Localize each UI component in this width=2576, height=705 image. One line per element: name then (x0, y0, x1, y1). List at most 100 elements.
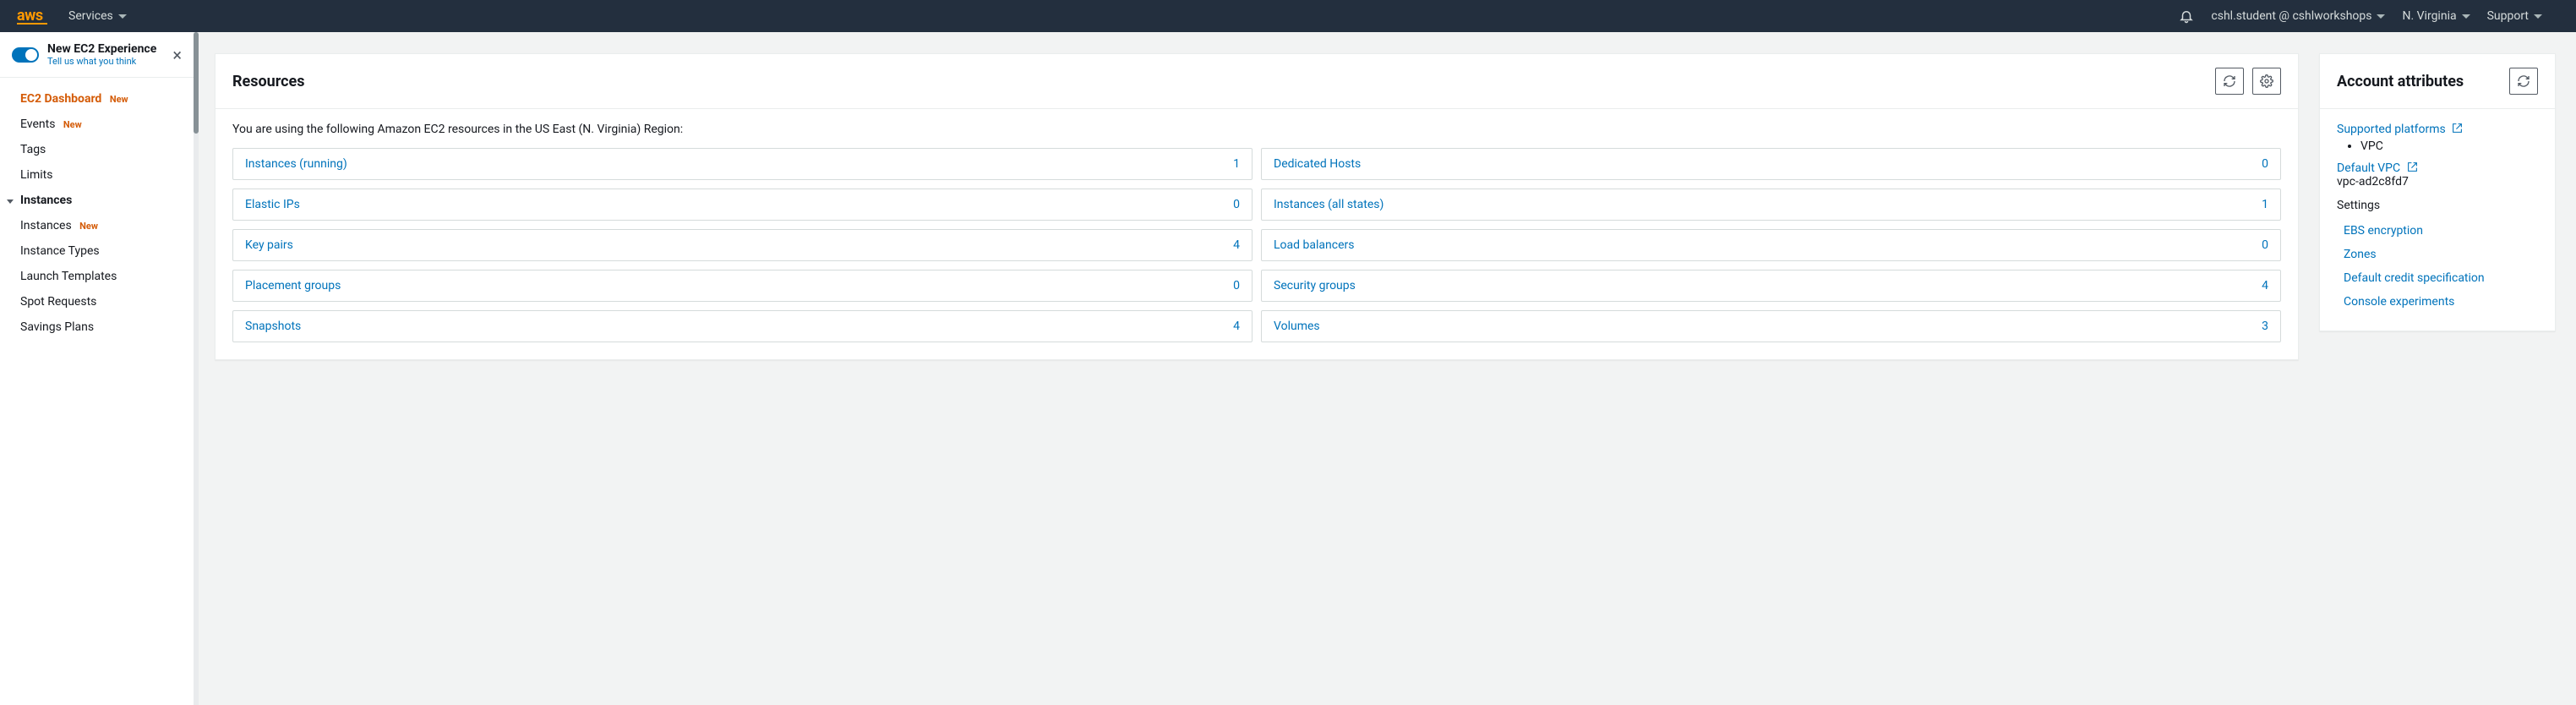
tile-count: 0 (2262, 238, 2268, 252)
tile-count: 3 (2262, 320, 2268, 333)
default-vpc-link[interactable]: Default VPC (2337, 161, 2418, 175)
tile-count: 4 (2262, 279, 2268, 292)
aws-logo-text: aws (17, 7, 43, 25)
sidebar-item-launch-templates[interactable]: Launch Templates (0, 264, 194, 289)
account-attributes-panel: Account attributes Supported platforms (2319, 53, 2556, 331)
refresh-button[interactable] (2215, 68, 2244, 95)
services-menu[interactable]: Services (68, 9, 127, 23)
new-experience-toggle[interactable] (12, 47, 39, 63)
sidebar-item-instance-types[interactable]: Instance Types (0, 238, 194, 264)
services-label: Services (68, 9, 113, 23)
new-badge: New (110, 94, 128, 105)
notifications-button[interactable] (2179, 8, 2194, 24)
resources-title: Resources (232, 73, 305, 90)
tile-label[interactable]: Snapshots (245, 320, 301, 333)
platform-value: VPC (2360, 139, 2538, 153)
external-link-icon (2452, 123, 2463, 134)
support-menu[interactable]: Support (2487, 9, 2542, 23)
tile-snapshots[interactable]: Snapshots 4 (232, 310, 1253, 342)
attrs-title: Account attributes (2337, 73, 2464, 90)
tile-label[interactable]: Elastic IPs (245, 198, 300, 211)
default-vpc-id: vpc-ad2c8fd7 (2337, 175, 2538, 189)
sidebar-item-spot-requests[interactable]: Spot Requests (0, 289, 194, 314)
tile-label[interactable]: Key pairs (245, 238, 293, 252)
sidebar-item-events[interactable]: Events New (0, 112, 194, 137)
main-content: Resources (194, 32, 2576, 705)
sidebar-item-label: Limits (20, 168, 52, 182)
tile-label[interactable]: Placement groups (245, 279, 341, 292)
tile-count: 0 (1233, 279, 1240, 292)
sidebar-item-label: Spot Requests (20, 295, 96, 309)
top-nav: aws Services cshl.student @ cshlworkshop… (0, 0, 2576, 32)
close-icon[interactable]: × (172, 45, 182, 65)
tile-label[interactable]: Instances (all states) (1274, 198, 1384, 211)
supported-platforms-link[interactable]: Supported platforms (2337, 123, 2463, 136)
sidebar-item-label: EC2 Dashboard (20, 92, 101, 106)
resources-header: Resources (216, 54, 2298, 109)
tile-label[interactable]: Load balancers (1274, 238, 1354, 252)
tile-label[interactable]: Dedicated Hosts (1274, 157, 1361, 171)
tile-key-pairs[interactable]: Key pairs 4 (232, 229, 1253, 261)
banner-title: New EC2 Experience (47, 42, 156, 56)
sidebar-item-label: Tags (20, 143, 46, 156)
tile-count: 4 (1233, 238, 1240, 252)
tile-label[interactable]: Security groups (1274, 279, 1356, 292)
new-experience-banner: New EC2 Experience Tell us what you thin… (0, 32, 194, 78)
sidebar-scroll-thumb[interactable] (194, 32, 199, 134)
console-experiments-link[interactable]: Console experiments (2337, 290, 2538, 314)
tile-instances-running[interactable]: Instances (running) 1 (232, 148, 1253, 180)
tile-elastic-ips[interactable]: Elastic IPs 0 (232, 189, 1253, 221)
chevron-down-icon (2462, 14, 2470, 19)
tile-dedicated-hosts[interactable]: Dedicated Hosts 0 (1261, 148, 2281, 180)
tile-count: 1 (2262, 198, 2268, 211)
new-badge: New (63, 119, 82, 130)
region-menu[interactable]: N. Virginia (2402, 9, 2470, 23)
sidebar-item-label: Instance Types (20, 244, 100, 258)
sidebar-item-savings-plans[interactable]: Savings Plans (0, 314, 194, 340)
tile-count: 0 (1233, 198, 1240, 211)
tile-load-balancers[interactable]: Load balancers 0 (1261, 229, 2281, 261)
link-label: Default VPC (2337, 161, 2400, 175)
external-link-icon (2407, 161, 2418, 172)
side-nav: EC2 Dashboard New Events New Tags Limits… (0, 78, 194, 357)
sidebar-item-dashboard[interactable]: EC2 Dashboard New (0, 86, 194, 112)
banner-feedback-link[interactable]: Tell us what you think (47, 56, 156, 67)
zones-link[interactable]: Zones (2337, 243, 2538, 266)
sidebar-scrollbar[interactable] (194, 32, 199, 705)
settings-button[interactable] (2252, 68, 2281, 95)
tile-count: 0 (2262, 157, 2268, 171)
tile-placement-groups[interactable]: Placement groups 0 (232, 270, 1253, 302)
chevron-down-icon (118, 14, 127, 19)
support-label: Support (2487, 9, 2529, 23)
ebs-encryption-link[interactable]: EBS encryption (2337, 219, 2538, 243)
refresh-icon (2223, 74, 2236, 88)
sidebar-section-instances[interactable]: Instances (0, 188, 194, 213)
tile-count: 1 (1233, 157, 1240, 171)
sidebar-item-label: Launch Templates (20, 270, 117, 283)
sidebar-item-tags[interactable]: Tags (0, 137, 194, 162)
sidebar-item-instances[interactable]: Instances New (0, 213, 194, 238)
tile-security-groups[interactable]: Security groups 4 (1261, 270, 2281, 302)
chevron-down-icon (2534, 14, 2542, 19)
default-credit-link[interactable]: Default credit specification (2337, 266, 2538, 290)
resources-grid: Instances (running) 1 Dedicated Hosts 0 … (232, 148, 2281, 342)
chevron-down-icon (2377, 14, 2385, 19)
resources-intro: You are using the following Amazon EC2 r… (232, 123, 2281, 136)
account-menu[interactable]: cshl.student @ cshlworkshops (2211, 9, 2385, 23)
sidebar: New EC2 Experience Tell us what you thin… (0, 32, 194, 705)
aws-logo[interactable]: aws (17, 7, 47, 26)
resources-panel: Resources (215, 53, 2299, 360)
refresh-button[interactable] (2509, 68, 2538, 95)
tile-instances-all[interactable]: Instances (all states) 1 (1261, 189, 2281, 221)
sidebar-item-limits[interactable]: Limits (0, 162, 194, 188)
attrs-header: Account attributes (2320, 54, 2555, 109)
tile-label[interactable]: Instances (running) (245, 157, 347, 171)
region-label: N. Virginia (2402, 9, 2456, 23)
sidebar-section-label: Instances (20, 194, 72, 207)
refresh-icon (2517, 74, 2530, 88)
tile-label[interactable]: Volumes (1274, 320, 1320, 333)
tile-volumes[interactable]: Volumes 3 (1261, 310, 2281, 342)
settings-heading: Settings (2337, 199, 2538, 212)
account-label: cshl.student @ cshlworkshops (2211, 9, 2371, 23)
tile-count: 4 (1233, 320, 1240, 333)
